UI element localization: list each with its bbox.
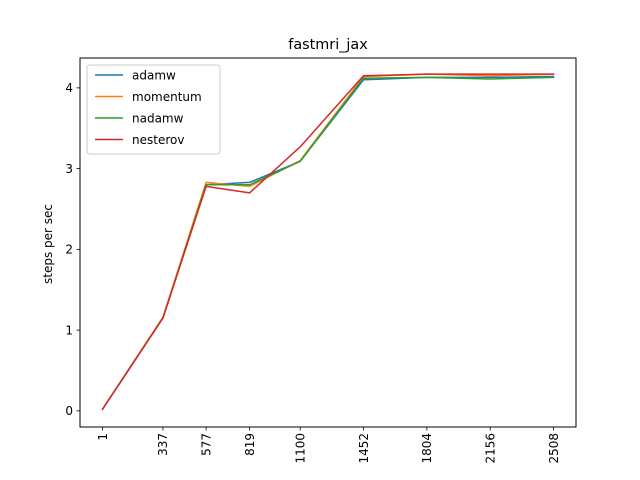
- x-tick-label: 1: [96, 433, 110, 441]
- legend-label-nadamw: nadamw: [132, 111, 184, 125]
- x-tick-label: 2156: [483, 433, 497, 464]
- plot-frame: [79, 57, 577, 428]
- x-tick-label: 2508: [547, 433, 561, 464]
- legend-label-momentum: momentum: [132, 90, 202, 104]
- legend-label-nesterov: nesterov: [132, 133, 184, 147]
- x-tick-label: 819: [243, 433, 257, 456]
- y-tick-label: 0: [65, 404, 73, 418]
- series-lines: [101, 73, 555, 411]
- x-tick-label: 577: [199, 433, 213, 456]
- legend-label-adamw: adamw: [132, 68, 176, 82]
- x-tick-label: 1804: [420, 433, 434, 464]
- y-tick-label: 2: [65, 243, 73, 257]
- x-tick-label: 1100: [294, 433, 308, 464]
- legend: adamw momentum nadamw nesterov: [86, 64, 221, 155]
- chart-title: fastmri_jax: [288, 37, 368, 53]
- y-tick-label: 4: [65, 81, 73, 95]
- x-tick-label: 1452: [357, 433, 371, 464]
- y-tick-label: 3: [65, 162, 73, 176]
- series-line-nesterov: [101, 73, 555, 411]
- y-axis-ticks: 0 1 2 3 4: [65, 81, 80, 418]
- x-tick-label: 337: [156, 433, 170, 456]
- y-tick-label: 1: [65, 323, 73, 337]
- y-axis-label: steps per sec: [41, 204, 55, 284]
- x-axis-ticks: 1 337 577 819 1100 1452 1804 2156 2508: [96, 427, 561, 464]
- legend-box: [86, 64, 221, 155]
